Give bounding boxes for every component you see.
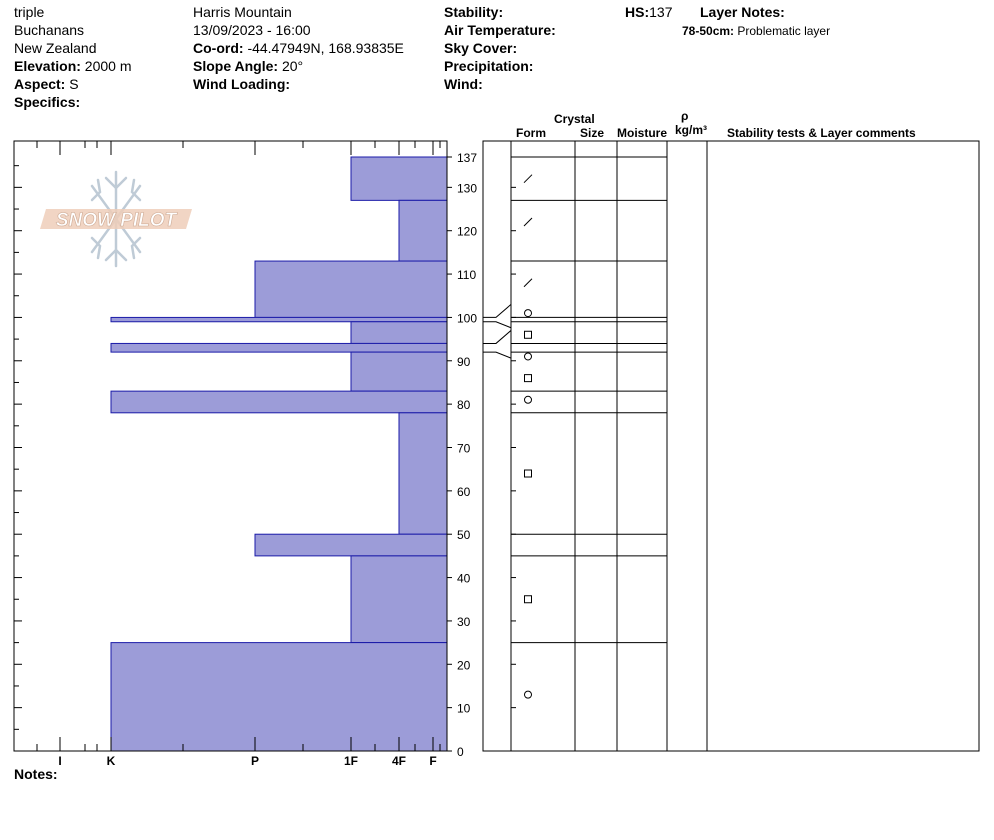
slope-label: Slope Angle: bbox=[193, 58, 279, 74]
col-form: Form bbox=[516, 126, 546, 140]
precip-label: Precipitation: bbox=[444, 58, 534, 74]
hardness-tick-label: P bbox=[251, 754, 259, 768]
depth-tick-label: 137 bbox=[457, 151, 477, 165]
hardness-bar bbox=[398, 199, 448, 262]
elevation-row: Elevation: 2000 m bbox=[14, 57, 132, 75]
grain-decomposing-symbol bbox=[523, 174, 533, 184]
hardness-plot-frame bbox=[13, 140, 448, 752]
depth-tick-label: 80 bbox=[457, 398, 471, 412]
depth-tick-label: 100 bbox=[457, 311, 477, 325]
depth-tick-label: 110 bbox=[457, 268, 476, 282]
wind-label: Wind: bbox=[444, 76, 483, 92]
coord-label: Co-ord: bbox=[193, 40, 244, 56]
hardness-bar bbox=[110, 390, 448, 414]
col-moisture: Moisture bbox=[617, 126, 668, 140]
hs-label: HS: bbox=[625, 4, 650, 20]
logo-text: SNOW PILOT bbox=[56, 210, 178, 231]
col-rho: ρ bbox=[681, 109, 689, 123]
snowpilot-logo: SNOW PILOT bbox=[40, 170, 192, 268]
depth-tick-label: 30 bbox=[457, 615, 471, 629]
profile-table-frame bbox=[482, 140, 980, 752]
grain-rounded-symbol bbox=[524, 690, 532, 699]
depth-tick-label: 90 bbox=[457, 355, 471, 369]
aspect-label: Aspect: bbox=[14, 76, 66, 92]
hardness-bar bbox=[254, 260, 448, 318]
slope-row: Slope Angle: 20° bbox=[193, 57, 303, 75]
hardness-bar bbox=[110, 316, 448, 323]
location-name: Harris Mountain bbox=[193, 4, 292, 20]
hardness-tick-label: 4F bbox=[392, 754, 406, 768]
depth-tick-label: 0 bbox=[457, 745, 464, 759]
col-crystal: Crystal bbox=[554, 112, 595, 126]
hardness-bar bbox=[350, 321, 448, 344]
elevation-value: 2000 m bbox=[84, 58, 132, 74]
layer-connector bbox=[483, 304, 512, 318]
hardness-tick-label: 1F bbox=[344, 754, 358, 768]
hardness-tick-label: K bbox=[107, 754, 116, 768]
observer-name: triple bbox=[14, 4, 45, 20]
layer-note-row: 78-50cm: Problematic layer bbox=[682, 22, 830, 40]
col-stability-comments: Stability tests & Layer comments bbox=[727, 126, 916, 140]
observation-datetime: 13/09/2023 - 16:00 bbox=[193, 22, 311, 38]
grain-rounded-symbol bbox=[524, 352, 532, 361]
layer-note-text: Problematic layer bbox=[737, 24, 831, 38]
hardness-bar bbox=[398, 412, 448, 535]
layer-connector bbox=[483, 330, 512, 344]
layer-connector bbox=[483, 321, 512, 329]
slope-value: 20° bbox=[281, 58, 304, 74]
grain-decomposing-symbol bbox=[523, 217, 533, 227]
depth-tick-label: 20 bbox=[457, 658, 471, 672]
layer-note-range: 78-50cm: bbox=[682, 24, 735, 38]
notes-label: Notes: bbox=[14, 766, 58, 782]
depth-tick-label: 60 bbox=[457, 485, 471, 499]
hs-row: HS:137 bbox=[625, 3, 672, 21]
col-size: Size bbox=[580, 126, 605, 140]
layer-connector bbox=[483, 351, 512, 359]
grain-faceted-symbol bbox=[524, 330, 532, 339]
aspect-value: S bbox=[69, 76, 79, 92]
coord-value: -44.47949N, 168.93835E bbox=[247, 40, 404, 56]
wind-loading-label: Wind Loading: bbox=[193, 76, 291, 92]
col-density-unit: kg/m³ bbox=[675, 123, 708, 137]
hardness-bar bbox=[350, 555, 448, 644]
hs-value: 137 bbox=[649, 4, 673, 20]
grain-rounded-symbol bbox=[524, 395, 532, 404]
aspect-row: Aspect: S bbox=[14, 75, 79, 93]
country-name: New Zealand bbox=[14, 40, 97, 56]
grain-faceted-symbol bbox=[524, 595, 532, 604]
hardness-bar bbox=[350, 156, 448, 201]
depth-tick-label: 70 bbox=[457, 441, 471, 455]
grain-rounded-symbol bbox=[524, 309, 532, 318]
specifics-label: Specifics: bbox=[14, 94, 81, 110]
depth-tick-label: 130 bbox=[457, 181, 477, 195]
grain-faceted-symbol bbox=[524, 469, 532, 478]
range-name: Buchanans bbox=[14, 22, 85, 38]
depth-tick-label: 50 bbox=[457, 528, 471, 542]
hardness-bar bbox=[350, 351, 448, 392]
stability-label: Stability: bbox=[444, 4, 504, 20]
layer-notes-label: Layer Notes: bbox=[700, 4, 785, 20]
sky-cover-label: Sky Cover: bbox=[444, 40, 518, 56]
hardness-bar bbox=[110, 642, 448, 752]
air-temp-label: Air Temperature: bbox=[444, 22, 556, 38]
depth-tick-label: 40 bbox=[457, 572, 471, 586]
depth-tick-label: 10 bbox=[457, 702, 471, 716]
depth-tick-label: 120 bbox=[457, 225, 477, 239]
hardness-bar bbox=[254, 533, 448, 557]
hardness-tick-label: F bbox=[429, 754, 436, 768]
grain-decomposing-symbol bbox=[523, 278, 533, 288]
elevation-label: Elevation: bbox=[14, 58, 81, 74]
coord-row: Co-ord: -44.47949N, 168.93835E bbox=[193, 39, 404, 57]
hardness-tick-label: I bbox=[58, 754, 61, 768]
grain-faceted-symbol bbox=[524, 374, 532, 383]
hardness-bar bbox=[110, 342, 448, 353]
